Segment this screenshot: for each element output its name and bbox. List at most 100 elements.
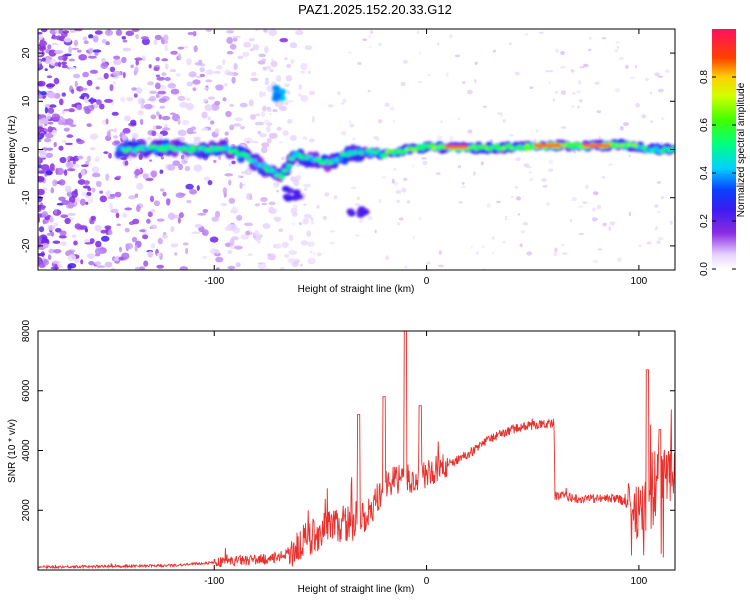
colorbar-tick-label: 0.0	[699, 262, 710, 276]
noise-blob	[133, 93, 138, 98]
noise-blob	[617, 257, 622, 263]
noise-blob	[354, 202, 361, 207]
noise-blob	[142, 55, 146, 62]
noise-blob	[226, 71, 235, 76]
noise-blob	[285, 75, 293, 82]
noise-blob	[50, 231, 55, 237]
noise-blob	[235, 262, 241, 268]
noise-blob	[300, 240, 308, 246]
noise-blob	[614, 49, 618, 53]
noise-blob	[114, 191, 122, 198]
noise-blob	[53, 141, 57, 148]
noise-blob	[156, 76, 165, 81]
noise-blob	[58, 179, 66, 186]
noise-blob	[137, 97, 146, 105]
noise-blob	[90, 97, 94, 105]
noise-blob	[246, 140, 250, 144]
noise-blob	[153, 39, 158, 45]
noise-blob	[309, 217, 314, 220]
noise-blob	[229, 104, 235, 107]
noise-blob	[655, 226, 658, 230]
noise-blob	[579, 66, 585, 69]
noise-blob	[159, 105, 166, 109]
noise-blob	[228, 179, 232, 186]
noise-blob	[481, 245, 485, 249]
noise-blob	[160, 188, 165, 192]
noise-blob	[150, 209, 156, 213]
noise-blob	[84, 108, 91, 115]
noise-blob	[92, 103, 99, 109]
noise-blob	[266, 137, 272, 144]
noise-blob	[416, 30, 420, 35]
noise-blob	[92, 49, 102, 53]
noise-blob	[49, 217, 53, 223]
noise-blob	[100, 229, 107, 234]
noise-blob	[163, 40, 169, 44]
noise-blob	[229, 43, 237, 50]
noise-blob	[592, 191, 599, 196]
noise-blob	[466, 89, 473, 95]
noise-blob	[467, 129, 473, 134]
noise-blob	[59, 230, 67, 236]
noise-blob	[577, 105, 580, 109]
spectrogram-xlabel: Height of straight line (km)	[298, 284, 415, 295]
noise-blob	[67, 263, 77, 269]
noise-blob	[259, 133, 267, 138]
noise-blob	[348, 51, 352, 54]
noise-blob	[406, 200, 411, 204]
side-feature-blob	[272, 85, 281, 92]
noise-blob	[249, 114, 256, 120]
noise-blob	[177, 130, 187, 137]
noise-blob	[436, 135, 443, 140]
noise-blob	[155, 57, 160, 62]
noise-blob	[74, 188, 78, 195]
band-core	[641, 145, 648, 150]
noise-blob	[641, 114, 647, 119]
noise-blob	[509, 134, 514, 137]
noise-blob	[41, 57, 46, 62]
noise-blob	[149, 195, 155, 203]
noise-blob	[555, 48, 559, 53]
noise-blob	[78, 54, 88, 61]
noise-blob	[53, 77, 60, 85]
noise-blob	[76, 104, 83, 111]
noise-blob	[152, 125, 157, 131]
noise-blob	[47, 126, 53, 133]
side-feature-blob	[292, 189, 301, 196]
high-amplitude-segment	[461, 145, 469, 149]
noise-blob	[39, 132, 45, 138]
band-core	[428, 143, 435, 148]
noise-blob	[395, 190, 402, 194]
noise-blob	[251, 140, 259, 144]
noise-blob	[578, 232, 584, 236]
noise-blob	[80, 168, 86, 177]
noise-blob	[88, 261, 95, 266]
noise-blob	[635, 102, 640, 108]
noise-blob	[261, 261, 267, 267]
noise-blob	[224, 131, 229, 136]
noise-blob	[250, 77, 259, 82]
band-core	[188, 149, 195, 154]
noise-blob	[74, 197, 80, 203]
noise-blob	[623, 122, 629, 126]
noise-blob	[660, 141, 663, 145]
noise-blob	[474, 79, 477, 84]
noise-blob	[167, 164, 176, 171]
noise-blob	[514, 185, 519, 189]
noise-blob	[203, 87, 210, 90]
noise-blob	[234, 117, 243, 122]
noise-blob	[525, 166, 532, 169]
noise-blob	[404, 265, 408, 269]
noise-blob	[109, 203, 113, 210]
noise-blob	[240, 125, 245, 130]
noise-blob	[186, 200, 192, 204]
noise-blob	[601, 176, 606, 179]
noise-blob	[322, 215, 327, 220]
noise-blob	[252, 44, 260, 51]
noise-blob	[193, 45, 198, 53]
noise-blob	[99, 103, 105, 110]
noise-blob	[172, 160, 181, 167]
noise-blob	[77, 49, 82, 53]
